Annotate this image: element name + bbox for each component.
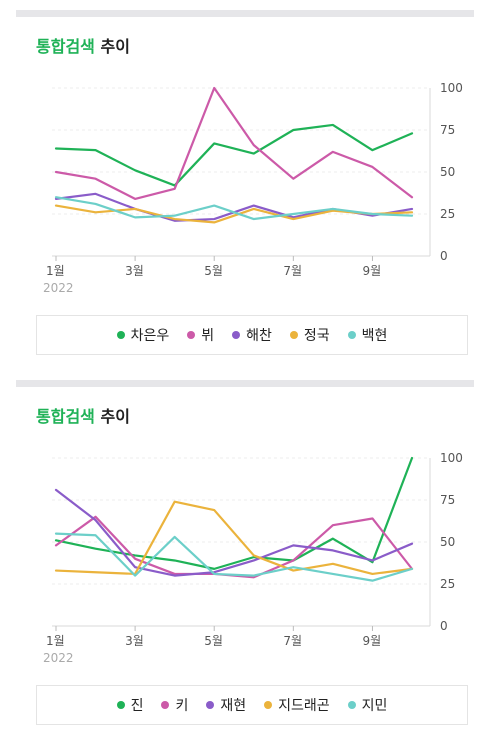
y-tick-label: 0 <box>440 619 448 633</box>
line-chart-2: 0 25 50 75 100 1월 3월 5월 7월 9월 2022 <box>43 451 463 665</box>
x-tick-label: 3월 <box>125 264 144 278</box>
x-tick-sublabel: 2022 <box>43 651 74 665</box>
chart-title: 통합검색 추이 <box>36 33 130 57</box>
legend-dot-icon <box>187 331 196 339</box>
legend-item[interactable]: 지드래곤 <box>264 695 330 715</box>
x-tick-label: 1월 <box>46 264 65 278</box>
legend-label: 해찬 <box>246 328 272 344</box>
legend-label: 지드래곤 <box>278 698 330 714</box>
series-line <box>54 532 414 582</box>
legend-label: 진 <box>130 698 144 714</box>
legend-item[interactable]: 백현 <box>347 325 388 345</box>
legend-dot-icon <box>264 701 273 709</box>
legend-label: 키 <box>175 698 189 714</box>
y-tick-label: 25 <box>440 207 455 221</box>
x-tick-label: 5월 <box>204 634 223 648</box>
chart-legend: 진 키 재현 지드래곤 지민 <box>36 685 468 725</box>
y-tick-label: 25 <box>440 577 455 591</box>
legend-label: 재현 <box>220 698 247 714</box>
legend-dot-icon <box>232 331 241 339</box>
series-line <box>54 500 414 576</box>
legend-label: 뷔 <box>201 328 215 344</box>
legend-label: 차은우 <box>130 328 170 344</box>
x-tick-label: 7월 <box>283 264 302 278</box>
x-tick-label: 9월 <box>362 264 381 278</box>
chart-title-accent: 통합검색 <box>36 37 95 56</box>
legend-item[interactable]: 재현 <box>206 695 246 715</box>
top-divider <box>16 10 474 17</box>
x-tick-label: 9월 <box>362 634 381 648</box>
y-tick-label: 50 <box>440 535 455 549</box>
legend-dot-icon <box>289 331 298 339</box>
y-tick-label: 75 <box>440 493 455 507</box>
legend-dot-icon <box>116 331 125 339</box>
legend-item[interactable]: 지민 <box>347 695 388 715</box>
chart-title: 통합검색 추이 <box>36 403 130 427</box>
legend-label: 백현 <box>361 328 388 344</box>
legend-dot-icon <box>347 701 356 709</box>
legend-dot-icon <box>347 331 356 339</box>
chart-title-accent: 통합검색 <box>36 407 95 426</box>
legend-item[interactable]: 정국 <box>289 325 330 345</box>
x-tick-label: 1월 <box>46 634 65 648</box>
chart-legend: 차은우 뷔 해찬 정국 백현 <box>36 315 468 355</box>
legend-item[interactable]: 키 <box>161 695 188 715</box>
legend-dot-icon <box>206 701 215 709</box>
legend-item[interactable]: 진 <box>116 695 144 715</box>
top-divider <box>16 380 474 387</box>
series-line <box>54 515 414 579</box>
series-line <box>54 123 414 187</box>
legend-item[interactable]: 해찬 <box>232 325 272 345</box>
x-tick-label: 7월 <box>283 634 302 648</box>
legend-item[interactable]: 차은우 <box>116 325 170 345</box>
series-line <box>54 456 414 570</box>
y-tick-label: 100 <box>440 81 463 95</box>
y-tick-label: 100 <box>440 451 463 465</box>
series-line <box>54 196 414 221</box>
y-tick-label: 0 <box>440 249 448 263</box>
x-tick-label: 3월 <box>125 634 144 648</box>
legend-label: 정국 <box>303 328 330 344</box>
line-chart-1: 0 25 50 75 100 1월 3월 5월 7월 9월 2022 <box>43 81 463 295</box>
legend-dot-icon <box>161 701 170 709</box>
y-tick-label: 50 <box>440 165 455 179</box>
series-line <box>54 488 414 577</box>
chart-title-rest: 추이 <box>100 37 130 56</box>
legend-label: 지민 <box>361 698 388 714</box>
legend-item[interactable]: 뷔 <box>187 325 214 345</box>
series-line <box>54 86 414 200</box>
legend-dot-icon <box>116 701 125 709</box>
chart-title-rest: 추이 <box>100 407 130 426</box>
x-tick-sublabel: 2022 <box>43 281 74 295</box>
x-tick-label: 5월 <box>204 264 223 278</box>
y-tick-label: 75 <box>440 123 455 137</box>
